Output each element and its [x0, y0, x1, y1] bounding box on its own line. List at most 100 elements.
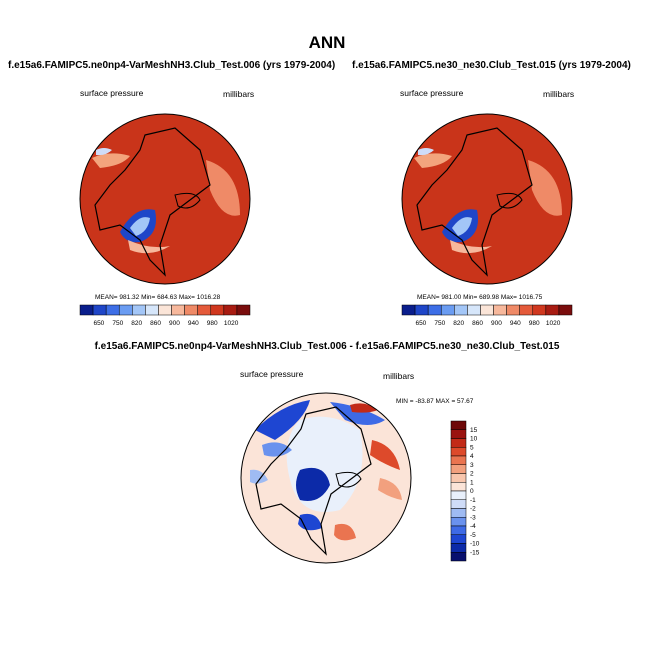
panel-2-pressure-anomaly: [414, 153, 452, 168]
panel-1-title: f.e15a6.FAMIPC5.ne0np4-VarMeshNH3.Club_T…: [8, 60, 336, 71]
panel-2-colorbar-tick-label: 940: [510, 320, 521, 327]
panel-3-colorbar-tick-label: -4: [470, 523, 476, 530]
panel-2-colorbar-cell: [427, 304, 442, 316]
panel-3-colorbar-cell: [450, 447, 467, 457]
panel-3-colorbar-tick-label: 1: [470, 479, 474, 486]
panel-3-colorbar-cell: [450, 499, 467, 509]
panel-1-colorbar-cell: [145, 304, 159, 316]
panel-3-coastline: [335, 471, 362, 488]
panel-3-difference-area: [334, 523, 356, 541]
panel-3-colorbar-tick-label: -10: [470, 541, 480, 548]
panel-2-colorbar-cell: [532, 304, 547, 316]
panel-2-colorbar-cell: [519, 304, 534, 316]
panel-3-coastline: [255, 406, 372, 556]
panel-3-colorbar-cell: [450, 552, 467, 562]
panel-2-colorbar-tick-label: 650: [415, 320, 426, 327]
panel-1-colorbar-cell: [132, 304, 146, 316]
panel-2-coastline: [496, 192, 523, 209]
panel-3-colorbar-cell: [450, 455, 467, 465]
panel-1-map-border: [79, 113, 251, 285]
panel-3-stats: MIN = -83.87 MAX = 57.67: [396, 398, 474, 405]
panel-2-pressure-anomaly: [528, 160, 562, 216]
panel-2-colorbar-cell: [558, 304, 573, 316]
panel-1-stats: MEAN= 981.32 Min= 684.63 Max= 1016.28: [95, 294, 221, 301]
panel-1-coastline: [94, 127, 211, 277]
panel-2-colorbar: 650 750 820 860 900 940 980 1020: [401, 304, 573, 327]
panel-1-map: [80, 114, 250, 284]
panel-1-colorbar-cell: [79, 304, 94, 316]
panel-1-pressure-anomaly: [92, 153, 130, 168]
panel-2-colorbar-tick-label: 980: [529, 320, 540, 327]
panel-3-colorbar-tick-label: -1: [470, 497, 476, 504]
panel-1-colorbar-cell: [158, 304, 172, 316]
panel-3-difference-area: [350, 403, 378, 413]
panel-3-title: f.e15a6.FAMIPC5.ne0np4-VarMeshNH3.Club_T…: [94, 341, 560, 352]
panel-1-pressure-anomaly: [206, 160, 240, 216]
panel-2-colorbar-tick-label: 900: [491, 320, 502, 327]
panel-2-colorbar-tick-label: 1020: [546, 320, 561, 327]
panel-3-colorbar-tick-label: 2: [470, 471, 474, 478]
panel-3-colorbar-cell: [450, 473, 467, 483]
panel-1-colorbar-tick-label: 650: [93, 320, 104, 327]
panel-2-map-border: [401, 113, 573, 285]
panel-2-colorbar-cell: [467, 304, 481, 316]
panel-2-variable-label: surface pressure: [400, 88, 464, 98]
panel-2-colorbar-cell: [480, 304, 494, 316]
panel-3-colorbar-tick-label: 0: [470, 488, 474, 495]
panel-3-map-border: [240, 392, 412, 564]
panel-2-pressure-anomaly: [450, 240, 492, 254]
panel-2-colorbar-cell: [493, 304, 507, 316]
panel-3-difference-area: [378, 478, 402, 500]
panel-2-colorbar-tick-label: 750: [434, 320, 445, 327]
panel-2-colorbar-cell: [545, 304, 560, 316]
panel-3-difference-area: [370, 440, 400, 470]
panel-2-map: [402, 114, 572, 284]
panel-3-colorbar-tick-label: 10: [470, 436, 478, 443]
panel-3-colorbar-tick-label: -2: [470, 506, 476, 513]
panel-3-colorbar-tick-label: 3: [470, 462, 474, 469]
panel-1-tibetan-plateau: [130, 217, 150, 236]
panel-1-pressure-anomaly: [96, 148, 112, 156]
panel-3-colorbar-cell: [450, 525, 467, 535]
panel-3-colorbar-tick-label: -3: [470, 514, 476, 521]
panel-1-colorbar-cell: [236, 304, 251, 316]
figure-title: ANN: [308, 33, 346, 52]
panel-3-colorbar-tick-label: -15: [470, 549, 480, 556]
panel-1-colorbar-cell: [210, 304, 225, 316]
panel-3-difference-area: [250, 469, 268, 484]
panel-1-colorbar-tick-label: 820: [131, 320, 142, 327]
panel-1-colorbar-tick-label: 750: [112, 320, 123, 327]
panel-3-colorbar-cell: [450, 420, 467, 430]
panel-3-colorbar-cell: [450, 534, 467, 544]
panel-1-variable-label: surface pressure: [80, 88, 144, 98]
panel-3-colorbar-cell: [450, 429, 467, 439]
panel-2-colorbar-cell: [506, 304, 520, 316]
panel-1-colorbar-cell: [197, 304, 212, 316]
panel-3-difference-area: [296, 467, 330, 501]
panel-1-colorbar-cell: [105, 304, 120, 316]
panel-1-colorbar-tick-label: 980: [207, 320, 218, 327]
panel-2-colorbar-cell: [440, 304, 455, 316]
panel-2-tibetan-plateau: [452, 217, 472, 236]
panel-3-map: [241, 393, 411, 563]
panel-3-colorbar-tick-label: -5: [470, 532, 476, 539]
panel-1-colorbar-cell: [223, 304, 238, 316]
panel-3-colorbar-tick-label: 5: [470, 444, 474, 451]
panel-2-coastline: [416, 127, 533, 277]
panel-3-colorbar-cell: [450, 508, 467, 518]
panel-3-colorbar-cell: [450, 543, 467, 553]
panel-1-pressure-anomaly: [128, 240, 170, 254]
panel-2-title: f.e15a6.FAMIPC5.ne30_ne30.Club_Test.015 …: [352, 60, 631, 71]
panel-3-units-label: millibars: [383, 371, 415, 381]
panel-1-coastline: [174, 192, 201, 209]
panel-3-colorbar-cell: [450, 490, 467, 500]
panel-3-colorbar-tick-label: 15: [470, 427, 478, 434]
panel-3-colorbar-tick-label: 4: [470, 453, 474, 460]
panel-1-units-label: millibars: [223, 89, 255, 99]
panel-3-variable-label: surface pressure: [240, 369, 304, 379]
panel-1-colorbar-tick-label: 940: [188, 320, 199, 327]
panel-2-colorbar-tick-label: 860: [472, 320, 483, 327]
panel-1-colorbar-tick-label: 900: [169, 320, 180, 327]
